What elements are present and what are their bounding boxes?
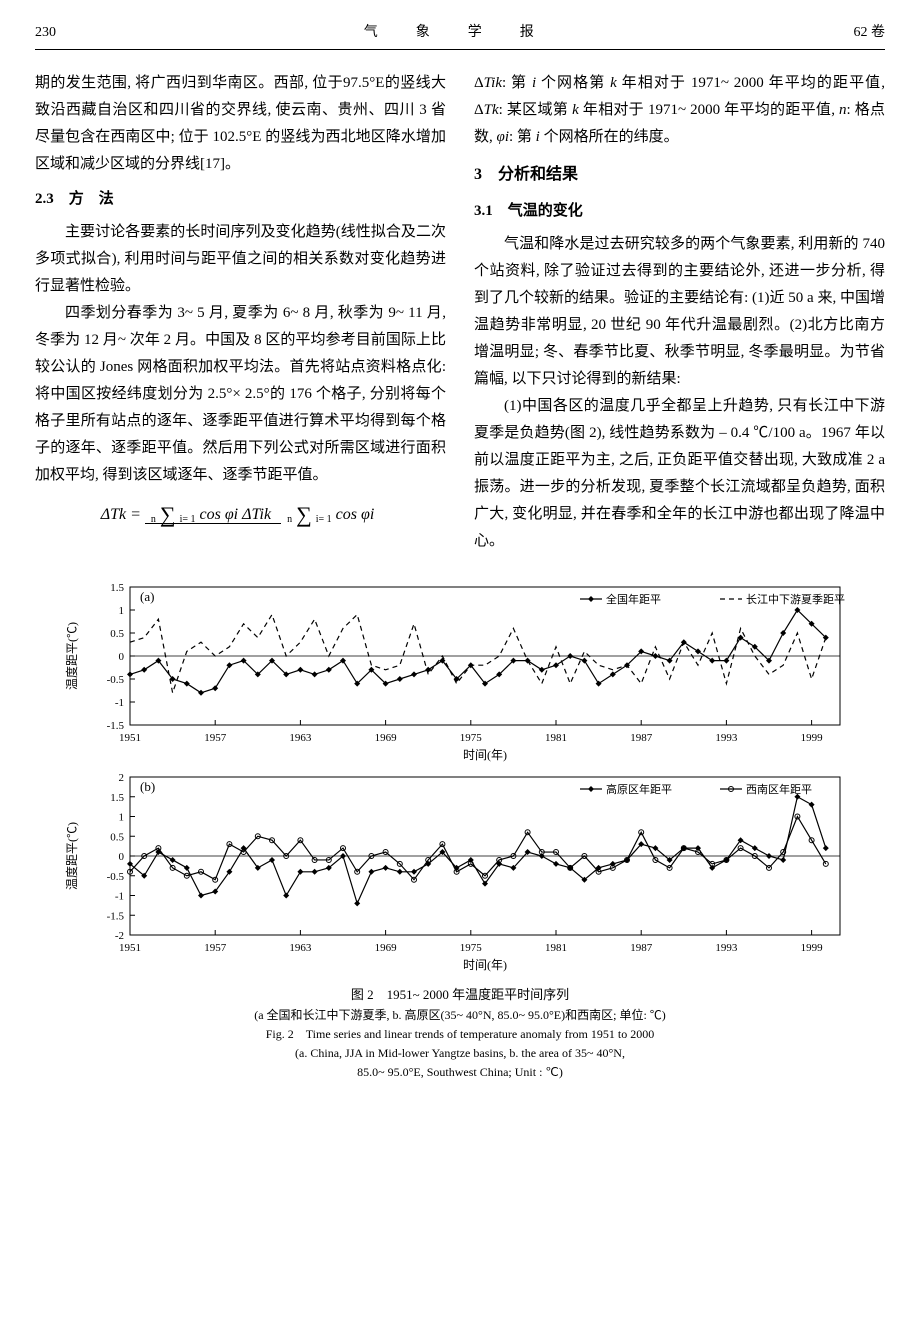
sigma-icon: ∑	[296, 502, 312, 527]
page-number: 230	[35, 20, 56, 45]
svg-text:1975: 1975	[460, 942, 483, 954]
svg-text:1993: 1993	[715, 942, 738, 954]
svg-text:1999: 1999	[801, 942, 824, 954]
svg-text:-0.5: -0.5	[107, 871, 125, 883]
svg-text:1987: 1987	[630, 732, 653, 744]
svg-text:1969: 1969	[375, 732, 398, 744]
svg-text:1981: 1981	[545, 942, 567, 954]
page-header: 230 气 象 学 报 62 卷	[35, 20, 885, 50]
svg-text:1963: 1963	[289, 732, 312, 744]
chart-panel-a: -1.5 -1 -0.5 0 0.5 1 1.5 1951 1957 1963 1969 1975 19…	[60, 575, 860, 765]
para-var-defs: ΔTik: 第 i 个网格第 k 年相对于 1971~ 2000 年平均的距平值…	[474, 70, 885, 151]
svg-text:西南区年距平: 西南区年距平	[746, 782, 812, 796]
svg-text:-2: -2	[115, 930, 124, 942]
svg-text:1951: 1951	[119, 732, 141, 744]
para-method-1: 主要讨论各要素的长时间序列及变化趋势(线性拟合及二次多项式拟合), 利用时间与距…	[35, 219, 446, 300]
svg-text:1981: 1981	[545, 732, 567, 744]
svg-text:1: 1	[119, 811, 125, 823]
section-2-3-head: 2.3 方 法	[35, 186, 446, 213]
para-continuation: 期的发生范围, 将广西归到华南区。西部, 位于97.5°E的竖线大致沿西藏自治区…	[35, 70, 446, 178]
figure-2: -1.5 -1 -0.5 0 0.5 1 1.5 1951 1957 1963 1969 1975 19…	[35, 575, 885, 1083]
svg-text:-0.5: -0.5	[107, 674, 125, 686]
body-columns: 期的发生范围, 将广西归到华南区。西部, 位于97.5°E的竖线大致沿西藏自治区…	[35, 70, 885, 555]
svg-text:-1: -1	[115, 890, 124, 902]
svg-text:全国年距平: 全国年距平	[606, 592, 661, 606]
svg-text:1957: 1957	[204, 732, 227, 744]
svg-text:1999: 1999	[801, 732, 824, 744]
svg-text:1.5: 1.5	[110, 582, 124, 594]
journal-title: 气 象 学 报	[56, 20, 854, 45]
formula-delta-tk: ΔTk = n ∑ i= 1 cos φi ΔTik n ∑ i= 1 cos …	[35, 501, 446, 530]
svg-text:时间(年): 时间(年)	[463, 958, 507, 972]
svg-text:时间(年): 时间(年)	[463, 748, 507, 762]
para-3-1-a: 气温和降水是过去研究较多的两个气象要素, 利用新的 740 个站资料, 除了验证…	[474, 231, 885, 393]
chart-panel-b: -2 -1.5 -1 -0.5 0 0.5 1 1.5 2 1951 1957 1963 1969 197…	[60, 765, 860, 975]
para-3-1-b: (1)中国各区的温度几乎全都呈上升趋势, 只有长江中下游夏季是负趋势(图 2),…	[474, 393, 885, 555]
svg-text:长江中下游夏季距平: 长江中下游夏季距平	[746, 593, 845, 606]
svg-text:1987: 1987	[630, 942, 653, 954]
svg-text:1957: 1957	[204, 942, 227, 954]
svg-text:0: 0	[119, 651, 125, 663]
svg-text:0.5: 0.5	[110, 628, 124, 640]
svg-text:2: 2	[119, 772, 125, 784]
svg-text:0.5: 0.5	[110, 831, 124, 843]
svg-text:温度距平(℃): 温度距平(℃)	[64, 622, 79, 690]
sigma-icon: ∑	[160, 502, 176, 527]
svg-text:1.5: 1.5	[110, 792, 124, 804]
svg-text:1: 1	[119, 605, 125, 617]
section-3-1-head: 3.1 气温的变化	[474, 198, 885, 225]
figure-caption-en-sub2: 85.0~ 95.0°E, Southwest China; Unit : ℃)	[35, 1063, 885, 1082]
svg-text:1975: 1975	[460, 732, 483, 744]
figure-caption-en: Fig. 2 Time series and linear trends of …	[35, 1025, 885, 1044]
para-method-2: 四季划分春季为 3~ 5 月, 夏季为 6~ 8 月, 秋季为 9~ 11 月,…	[35, 300, 446, 489]
svg-text:1963: 1963	[289, 942, 312, 954]
svg-text:0: 0	[119, 851, 125, 863]
figure-caption-main: 图 2 1951~ 2000 年温度距平时间序列	[35, 985, 885, 1006]
svg-text:温度距平(℃): 温度距平(℃)	[64, 822, 79, 890]
svg-text:(a): (a)	[140, 589, 154, 604]
svg-text:1951: 1951	[119, 942, 141, 954]
svg-text:-1.5: -1.5	[107, 910, 125, 922]
svg-text:-1: -1	[115, 697, 124, 709]
svg-text:(b): (b)	[140, 779, 155, 794]
figure-caption-sub: (a 全国和长江中下游夏季, b. 高原区(35~ 40°N, 85.0~ 95…	[35, 1006, 885, 1025]
volume-label: 62 卷	[854, 20, 886, 45]
svg-text:-1.5: -1.5	[107, 720, 125, 732]
figure-caption-en-sub1: (a. China, JJA in Mid-lower Yangtze basi…	[35, 1044, 885, 1063]
formula-lhs: ΔTk =	[101, 506, 141, 523]
section-3-head: 3 分析和结果	[474, 161, 885, 190]
svg-text:1993: 1993	[715, 732, 738, 744]
svg-text:1969: 1969	[375, 942, 398, 954]
svg-text:高原区年距平: 高原区年距平	[606, 782, 672, 796]
